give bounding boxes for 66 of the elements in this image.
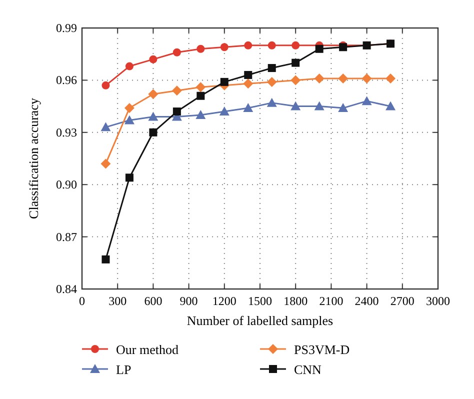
y-tick-label: 0.99 <box>56 21 77 35</box>
point <box>149 128 158 136</box>
point <box>196 110 206 119</box>
y-tick-label: 0.87 <box>56 230 77 244</box>
point <box>196 82 206 92</box>
point <box>172 108 181 116</box>
point <box>338 103 348 112</box>
point <box>172 48 181 56</box>
point <box>266 98 277 107</box>
point <box>219 106 230 116</box>
point <box>315 44 324 53</box>
point <box>244 41 252 50</box>
point <box>102 81 110 90</box>
x-axis-title: Number of labelled samples <box>186 313 334 328</box>
point <box>314 73 324 84</box>
x-tick-label: 600 <box>144 294 162 308</box>
point <box>125 174 134 182</box>
point <box>386 101 396 110</box>
point <box>220 78 228 86</box>
x-tick-label: 2700 <box>390 294 414 308</box>
point <box>148 112 158 121</box>
x-tick-label: 300 <box>108 294 127 308</box>
point <box>268 64 276 72</box>
legend-label: CNN <box>294 362 322 377</box>
y-tick-label: 0.90 <box>56 178 77 192</box>
x-tick-label: 1800 <box>284 294 308 308</box>
y-tick-label: 0.93 <box>56 125 77 140</box>
point <box>268 41 276 50</box>
legend-label: LP <box>116 362 132 377</box>
y-tick-label: 0.96 <box>56 73 77 88</box>
point <box>292 41 300 50</box>
x-tick-label: 2100 <box>319 294 344 308</box>
point <box>220 43 228 52</box>
point <box>362 73 372 84</box>
point <box>196 44 205 53</box>
point <box>148 89 158 100</box>
legend-label: PS3VM-D <box>294 342 350 357</box>
point <box>292 58 300 67</box>
point <box>125 62 134 70</box>
point <box>290 101 301 110</box>
point <box>124 103 134 114</box>
y-axis-title: Classification accuracy <box>26 98 41 219</box>
point <box>244 70 252 79</box>
point <box>338 73 348 84</box>
y-tick-label: 0.84 <box>56 282 77 296</box>
x-tick-label: 1200 <box>212 294 236 308</box>
point <box>362 96 372 106</box>
point <box>243 103 254 112</box>
x-tick-label: 900 <box>180 294 198 308</box>
point <box>243 78 254 89</box>
point <box>290 75 301 86</box>
x-tick-label: 0 <box>79 294 85 308</box>
legend-label: Our method <box>116 342 179 357</box>
point <box>100 158 111 169</box>
point <box>102 255 110 264</box>
point <box>149 55 158 64</box>
point <box>266 76 277 87</box>
point <box>314 101 324 110</box>
point <box>124 115 134 124</box>
x-tick-label: 2400 <box>354 294 379 308</box>
point <box>100 122 111 132</box>
point <box>172 86 182 96</box>
x-tick-label: 1500 <box>248 294 272 308</box>
point <box>386 73 396 84</box>
point <box>196 92 205 100</box>
x-tick-label: 3000 <box>426 294 450 308</box>
